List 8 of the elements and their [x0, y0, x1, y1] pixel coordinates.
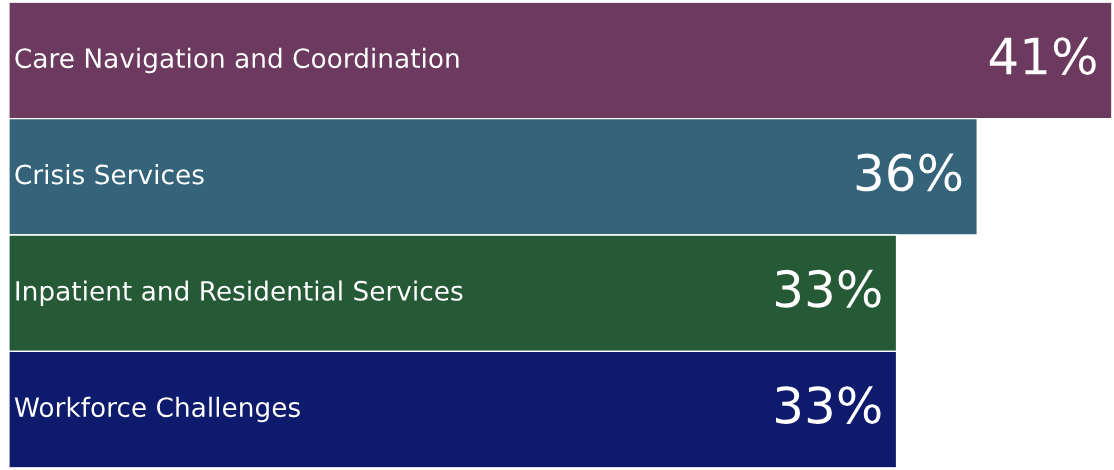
data-label: 33%	[776, 386, 881, 424]
data-label: 41%	[989, 37, 1096, 76]
data-label: 36%	[856, 153, 962, 192]
y-tick-label: Workforce Challenges	[14, 396, 300, 423]
y-tick-label: Care Navigation and Coordination	[15, 47, 459, 74]
y-tick-label: Crisis Services	[15, 164, 204, 185]
data-label: 33%	[776, 269, 881, 308]
y-tick-label: Inpatient and Residential Services	[16, 280, 463, 306]
